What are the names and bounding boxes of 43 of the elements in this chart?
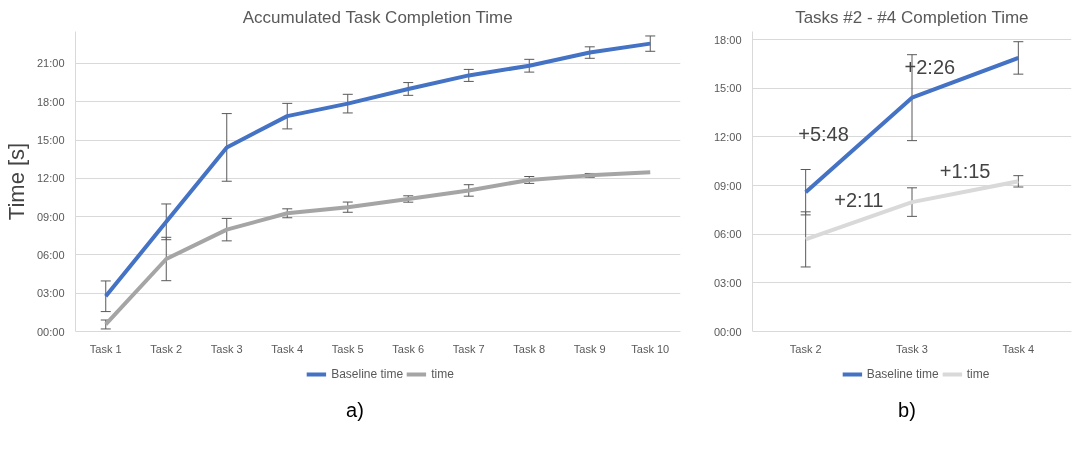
annotation: +2:11 [834, 188, 884, 211]
text: a) [346, 398, 364, 423]
x-tick-label: Task 2 [150, 342, 183, 355]
text: b) [898, 398, 916, 423]
y-tick-label: 03:00 [36, 287, 65, 300]
legend-label: time [431, 367, 454, 381]
y-tick-label: 12:00 [713, 130, 742, 143]
annotation: +1:15 [939, 159, 991, 182]
line-series [103, 41, 653, 299]
x-tick-label: Task 1 [89, 342, 122, 355]
chart-title: Accumulated Task Completion Time [242, 7, 513, 27]
x-tick-label: Task 7 [452, 342, 485, 355]
x-tick-label: Task 5 [331, 342, 364, 355]
y-tick-label: 18:00 [36, 95, 65, 108]
x-tick-label: Task 4 [1002, 342, 1035, 355]
y-tick-label: 06:00 [713, 228, 742, 241]
y-tick-label: 06:00 [36, 248, 65, 261]
legend-label: Baseline time [331, 367, 404, 381]
y-tick-label: 15:00 [36, 134, 65, 147]
y-tick-label: 12:00 [36, 172, 65, 185]
annotation: +2:26 [904, 55, 956, 78]
y-tick-label: 03:00 [713, 276, 742, 289]
y-tick-label: 09:00 [713, 179, 742, 192]
x-tick-label: Task 9 [573, 342, 606, 355]
y-tick-label: 18:00 [713, 33, 742, 46]
legend-label: time [966, 367, 990, 381]
y-axis-title: Time [s] [3, 142, 29, 221]
x-tick-label: Task 8 [513, 342, 546, 355]
legend-label: Baseline time [866, 367, 939, 381]
x-tick-label: Task 3 [210, 342, 243, 355]
line-series [103, 170, 653, 327]
y-tick-label: 00:00 [713, 325, 742, 338]
x-tick-label: Task 3 [896, 342, 928, 355]
chart-title: Tasks #2 - #4 Completion Time [795, 7, 1029, 27]
y-tick-label: 21:00 [36, 57, 65, 70]
x-tick-label: Task 10 [631, 342, 670, 355]
x-tick-label: Task 6 [392, 342, 425, 355]
y-tick-label: 00:00 [36, 325, 65, 338]
x-tick-label: Task 4 [271, 342, 304, 355]
y-tick-label: 09:00 [36, 210, 65, 223]
x-tick-label: Task 2 [789, 342, 822, 355]
annotation: +5:48 [798, 122, 849, 145]
y-tick-label: 15:00 [713, 82, 742, 95]
